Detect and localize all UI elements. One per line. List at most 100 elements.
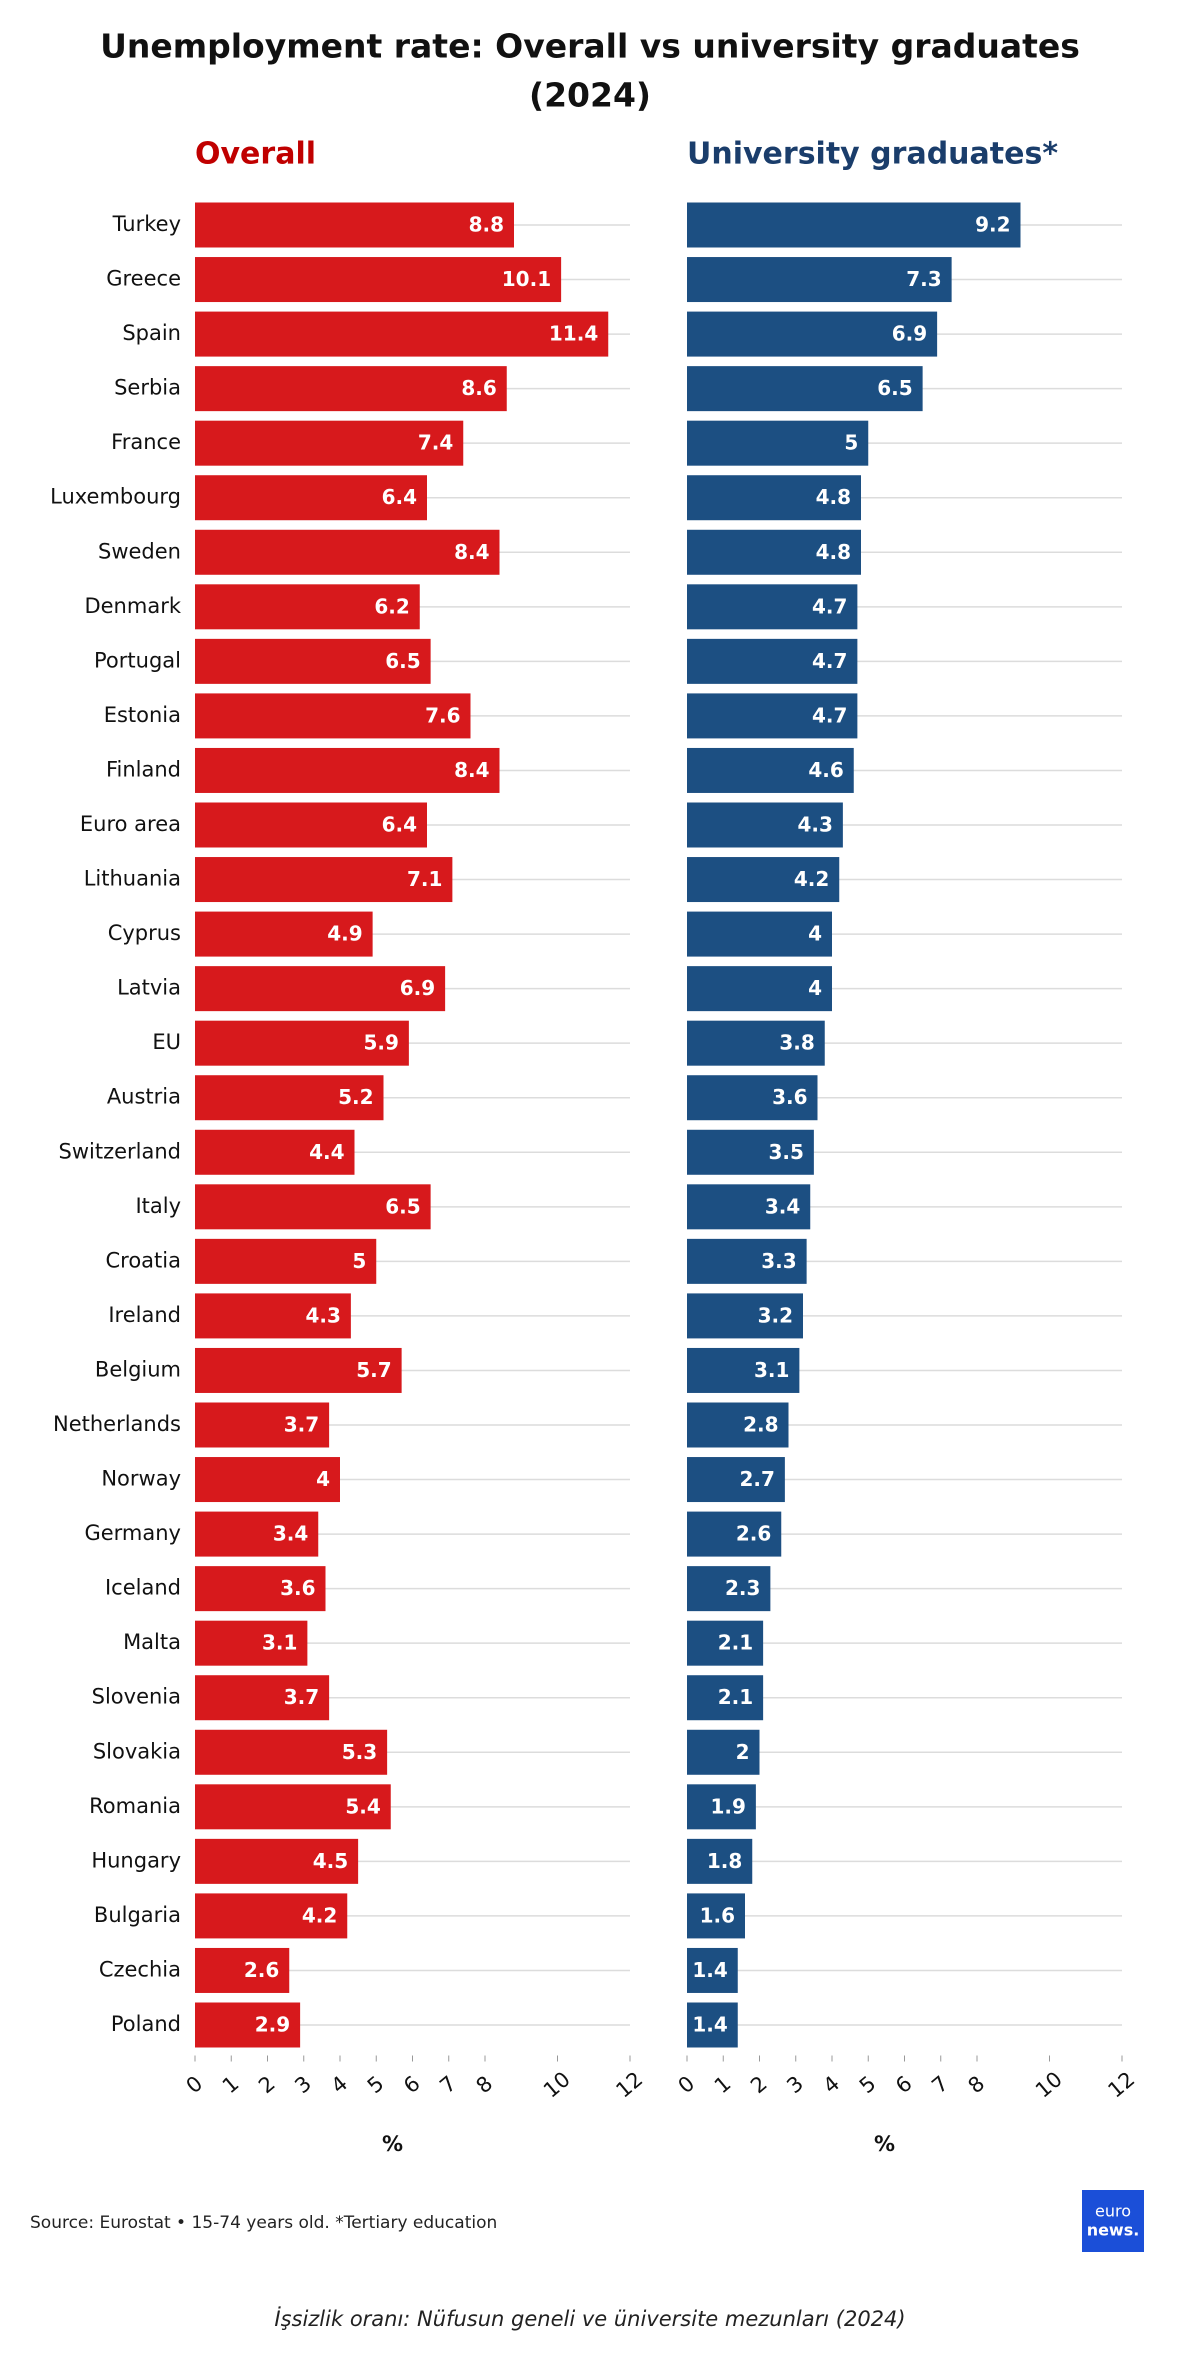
bar — [687, 1075, 818, 1121]
bar — [195, 529, 500, 575]
value-label: 4.6 — [808, 758, 843, 782]
bar — [195, 638, 431, 684]
bar — [195, 857, 453, 903]
value-label: 8.6 — [461, 376, 496, 400]
value-label: 4.4 — [309, 1140, 344, 1164]
category-label: Finland — [106, 757, 181, 781]
category-label: Belgium — [95, 1357, 181, 1381]
bar — [687, 1293, 803, 1339]
value-label: 7.1 — [407, 867, 442, 891]
x-axis-label: % — [382, 2132, 403, 2156]
category-label: Denmark — [84, 594, 181, 618]
value-label: 4.9 — [327, 922, 362, 946]
value-label: 2 — [736, 1740, 750, 1764]
value-label: 2.1 — [718, 1685, 753, 1709]
bar — [195, 1947, 290, 1993]
bar — [195, 366, 507, 412]
bar — [687, 966, 832, 1012]
value-label: 3.4 — [273, 1522, 308, 1546]
bar — [687, 1184, 811, 1230]
value-label: 5 — [352, 1249, 366, 1273]
category-label: Croatia — [106, 1248, 182, 1272]
category-label: France — [111, 430, 181, 454]
bar — [687, 584, 858, 630]
bar — [687, 1838, 753, 1884]
bar — [687, 1729, 760, 1775]
category-label: EU — [152, 1030, 181, 1054]
category-label: Spain — [122, 321, 181, 345]
bar — [195, 693, 471, 739]
value-label: 8.8 — [469, 213, 504, 237]
bar — [195, 1129, 355, 1175]
bar — [195, 257, 562, 303]
bar — [195, 1402, 330, 1448]
bar — [687, 475, 861, 521]
bar — [687, 420, 869, 466]
bar — [195, 1457, 340, 1503]
value-label: 3.4 — [765, 1194, 800, 1218]
category-label: Romania — [89, 1794, 181, 1818]
bar — [195, 202, 514, 248]
category-label: Germany — [84, 1521, 181, 1545]
category-label: Serbia — [114, 376, 181, 400]
category-label: Malta — [123, 1630, 181, 1654]
bar — [195, 747, 500, 793]
bar — [687, 638, 858, 684]
bar — [195, 475, 427, 521]
value-label: 4.7 — [812, 594, 847, 618]
value-label: 1.6 — [700, 1903, 735, 1927]
value-label: 4 — [316, 1467, 330, 1491]
category-label: Ireland — [108, 1303, 181, 1327]
value-label: 3.1 — [754, 1358, 789, 1382]
bar — [195, 2002, 301, 2048]
bar — [195, 1675, 330, 1721]
value-label: 5 — [844, 431, 858, 455]
bar — [687, 1784, 756, 1830]
value-label: 8.4 — [454, 758, 489, 782]
bar — [687, 911, 832, 957]
value-label: 6.5 — [877, 376, 912, 400]
bar — [195, 1293, 351, 1339]
bar — [195, 420, 464, 466]
value-label: 4.7 — [812, 703, 847, 727]
value-label: 11.4 — [549, 322, 598, 346]
bar — [687, 366, 923, 412]
value-label: 5.3 — [342, 1740, 377, 1764]
bar — [687, 1566, 771, 1612]
value-label: 3.8 — [779, 1031, 814, 1055]
category-label: Latvia — [117, 976, 181, 1000]
value-label: 6.5 — [385, 1194, 420, 1218]
bar — [195, 1729, 388, 1775]
bar — [687, 1347, 800, 1393]
bar — [195, 1511, 319, 1557]
bar — [195, 1184, 431, 1230]
value-label: 4.3 — [797, 813, 832, 837]
caption: İşsizlik oranı: Nüfusun geneli ve üniver… — [274, 2306, 905, 2331]
category-label: Norway — [101, 1467, 181, 1491]
value-label: 6.4 — [382, 485, 417, 509]
bar — [687, 1620, 764, 1666]
bar — [687, 202, 1021, 248]
value-label: 6.9 — [400, 976, 435, 1000]
logo-text: news. — [1087, 2221, 1140, 2240]
bar — [687, 1020, 825, 1066]
bar — [195, 584, 420, 630]
logo-box — [1082, 2190, 1144, 2252]
value-label: 3.7 — [284, 1413, 319, 1437]
category-label: Sweden — [98, 539, 181, 563]
category-label: Cyprus — [108, 921, 181, 945]
value-label: 3.7 — [284, 1685, 319, 1709]
category-label: Luxembourg — [50, 485, 181, 509]
category-label: Czechia — [99, 1957, 181, 1981]
value-label: 5.9 — [363, 1031, 398, 1055]
value-label: 6.4 — [382, 813, 417, 837]
category-label: Italy — [135, 1194, 181, 1218]
x-axis-label: % — [874, 2132, 895, 2156]
category-label: Estonia — [104, 703, 181, 727]
value-label: 8.4 — [454, 540, 489, 564]
bar — [687, 1675, 764, 1721]
value-label: 4.5 — [313, 1849, 348, 1873]
value-label: 3.1 — [262, 1631, 297, 1655]
value-label: 4.8 — [816, 485, 851, 509]
